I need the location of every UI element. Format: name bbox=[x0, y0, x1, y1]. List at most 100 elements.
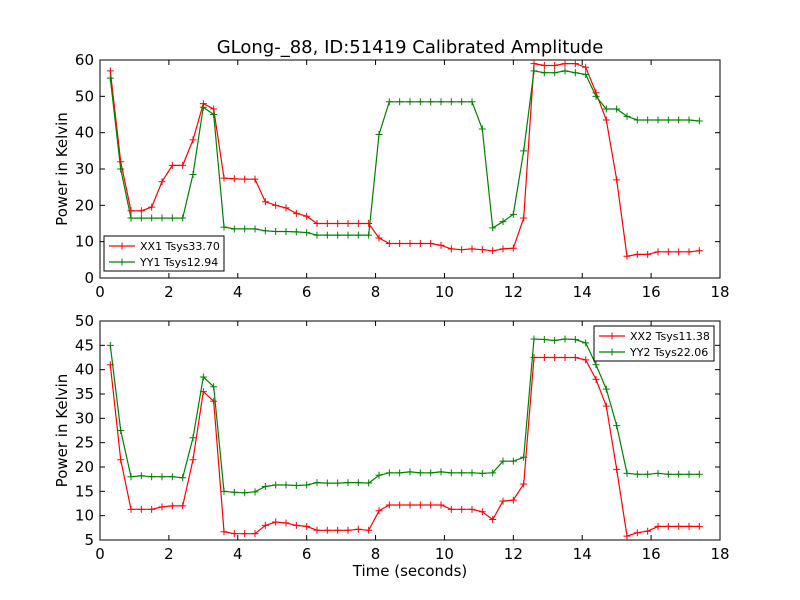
data-point bbox=[654, 248, 662, 256]
data-point bbox=[520, 480, 528, 488]
data-point bbox=[241, 225, 249, 233]
data-point bbox=[406, 501, 414, 509]
data-point bbox=[323, 479, 331, 487]
data-point bbox=[602, 105, 610, 113]
data-point bbox=[478, 246, 486, 254]
data-point bbox=[685, 248, 693, 256]
data-point bbox=[168, 214, 176, 222]
data-point bbox=[675, 116, 683, 124]
data-point bbox=[540, 335, 548, 343]
data-point bbox=[292, 228, 300, 236]
y-tick-label: 40 bbox=[75, 361, 94, 379]
data-point bbox=[385, 239, 393, 247]
data-point bbox=[623, 252, 631, 260]
data-point bbox=[530, 67, 538, 75]
data-point bbox=[571, 354, 579, 361]
data-point bbox=[220, 528, 228, 536]
data-point bbox=[561, 60, 569, 68]
data-point bbox=[396, 239, 404, 247]
data-point bbox=[613, 176, 621, 184]
series-line bbox=[109, 70, 700, 236]
data-point bbox=[106, 67, 114, 75]
x-tick-label: 10 bbox=[435, 283, 454, 301]
data-point bbox=[354, 525, 362, 533]
data-point bbox=[230, 175, 238, 183]
data-point bbox=[303, 481, 311, 489]
data-point bbox=[354, 479, 362, 487]
data-point bbox=[458, 469, 466, 477]
data-point bbox=[168, 161, 176, 169]
data-point bbox=[137, 472, 145, 480]
data-point bbox=[313, 220, 321, 227]
data-point bbox=[654, 522, 662, 530]
data-point bbox=[251, 225, 259, 233]
data-point bbox=[334, 220, 342, 227]
data-point bbox=[241, 175, 249, 183]
data-point bbox=[447, 469, 455, 477]
data-point bbox=[592, 92, 600, 100]
data-point bbox=[427, 98, 435, 106]
series-1 bbox=[106, 354, 703, 540]
data-point bbox=[602, 402, 610, 410]
y-tick-label: 30 bbox=[75, 160, 94, 178]
data-point bbox=[148, 473, 156, 481]
data-point bbox=[633, 470, 641, 478]
data-point bbox=[385, 501, 393, 509]
data-point bbox=[344, 231, 352, 239]
data-point bbox=[106, 341, 114, 349]
legend-label: XX1 Tsys33.70 bbox=[140, 240, 220, 253]
data-point bbox=[561, 67, 569, 75]
x-tick-label: 0 bbox=[95, 545, 105, 563]
data-point bbox=[220, 223, 228, 231]
data-point bbox=[695, 247, 703, 255]
plot-frame bbox=[99, 320, 721, 541]
data-point bbox=[282, 481, 290, 489]
data-point bbox=[344, 479, 352, 487]
data-point bbox=[127, 505, 135, 513]
x-tick-label: 18 bbox=[710, 545, 729, 563]
data-point bbox=[292, 521, 300, 529]
data-point bbox=[106, 74, 114, 82]
data-point bbox=[644, 527, 652, 535]
data-point bbox=[613, 422, 621, 430]
data-point bbox=[468, 245, 476, 253]
data-point bbox=[530, 354, 538, 361]
y-tick-label: 25 bbox=[75, 434, 94, 452]
data-point bbox=[158, 214, 166, 222]
data-point bbox=[282, 227, 290, 235]
data-point bbox=[375, 471, 383, 479]
y-tick-label: 10 bbox=[75, 507, 94, 525]
x-tick-label: 8 bbox=[371, 283, 381, 301]
data-point bbox=[385, 98, 393, 106]
data-point bbox=[478, 125, 486, 133]
y-tick-label: 45 bbox=[75, 336, 94, 354]
data-point bbox=[313, 479, 321, 487]
y-tick-label: 15 bbox=[75, 482, 94, 500]
data-point bbox=[664, 522, 672, 530]
y-tick-label: 35 bbox=[75, 385, 94, 403]
data-point bbox=[623, 112, 631, 120]
data-point bbox=[199, 103, 207, 111]
data-point bbox=[427, 501, 435, 509]
legend-marker bbox=[608, 348, 616, 356]
x-tick-label: 18 bbox=[710, 283, 729, 301]
data-point bbox=[416, 469, 424, 477]
data-point bbox=[261, 227, 269, 235]
x-tick-label: 12 bbox=[504, 545, 523, 563]
data-point bbox=[675, 248, 683, 256]
data-point bbox=[551, 61, 559, 69]
data-point bbox=[468, 98, 476, 106]
data-point bbox=[313, 526, 321, 534]
data-point bbox=[230, 530, 238, 538]
data-point bbox=[561, 354, 569, 361]
data-point bbox=[272, 201, 280, 209]
x-tick-label: 4 bbox=[233, 545, 243, 563]
legend: XX1 Tsys33.70 YY1 Tsys12.94 bbox=[103, 235, 225, 272]
data-point bbox=[117, 427, 125, 434]
data-point bbox=[540, 69, 548, 77]
data-point bbox=[551, 336, 559, 344]
data-point bbox=[334, 479, 342, 487]
data-point bbox=[695, 522, 703, 530]
data-point bbox=[623, 532, 631, 540]
y-tick-label: 30 bbox=[75, 409, 94, 427]
